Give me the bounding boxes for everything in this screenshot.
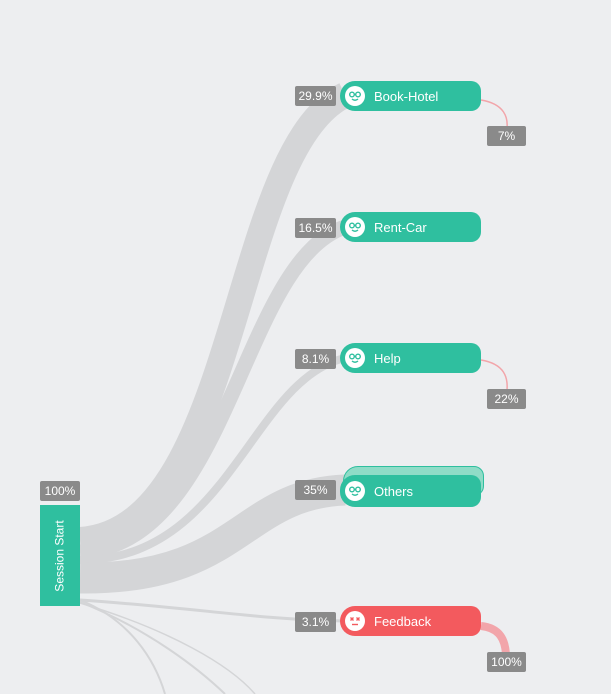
others-percent-badge: 35% (295, 480, 336, 500)
happy-face-icon (345, 348, 365, 368)
help-dropoff-badge: 22% (487, 389, 526, 409)
dropoff-line-feedback (480, 622, 510, 655)
happy-face-icon (345, 481, 365, 501)
happy-face-icon (345, 217, 365, 237)
node-label: Feedback (374, 613, 432, 629)
book-hotel-percent-badge: 29.9% (295, 86, 336, 106)
node-help[interactable]: Help (340, 343, 481, 373)
node-rent-car[interactable]: Rent-Car (340, 212, 481, 242)
dizzy-face-icon (345, 611, 365, 631)
node-feedback[interactable]: Feedback (340, 606, 481, 636)
feedback-dropoff-badge: 100% (487, 652, 526, 672)
happy-face-icon (345, 86, 365, 106)
link-book-hotel (78, 83, 352, 553)
node-label: Rent-Car (374, 219, 427, 235)
link-help (79, 354, 346, 564)
link-rent-car (79, 219, 348, 560)
link-offscreen-3 (79, 602, 256, 694)
dropoff-line-book-hotel (480, 99, 508, 129)
node-others[interactable]: Others (340, 475, 481, 507)
rent-car-percent-badge: 16.5% (295, 218, 336, 238)
session-start-percent-badge: 100% (40, 481, 80, 501)
feedback-percent-badge: 3.1% (295, 612, 336, 632)
book-hotel-dropoff-badge: 7% (487, 126, 526, 146)
node-label: Others (374, 483, 414, 499)
node-book-hotel[interactable]: Book-Hotel (340, 81, 481, 111)
node-label: Help (374, 350, 401, 366)
link-offscreen-1 (79, 599, 166, 694)
link-offscreen-2 (79, 601, 226, 694)
session-start-node[interactable]: Session Start (40, 505, 80, 606)
session-start-label: Session Start (53, 519, 67, 592)
help-percent-badge: 8.1% (295, 349, 336, 369)
node-label: Book-Hotel (374, 88, 439, 104)
dropoff-line-help (480, 359, 508, 391)
